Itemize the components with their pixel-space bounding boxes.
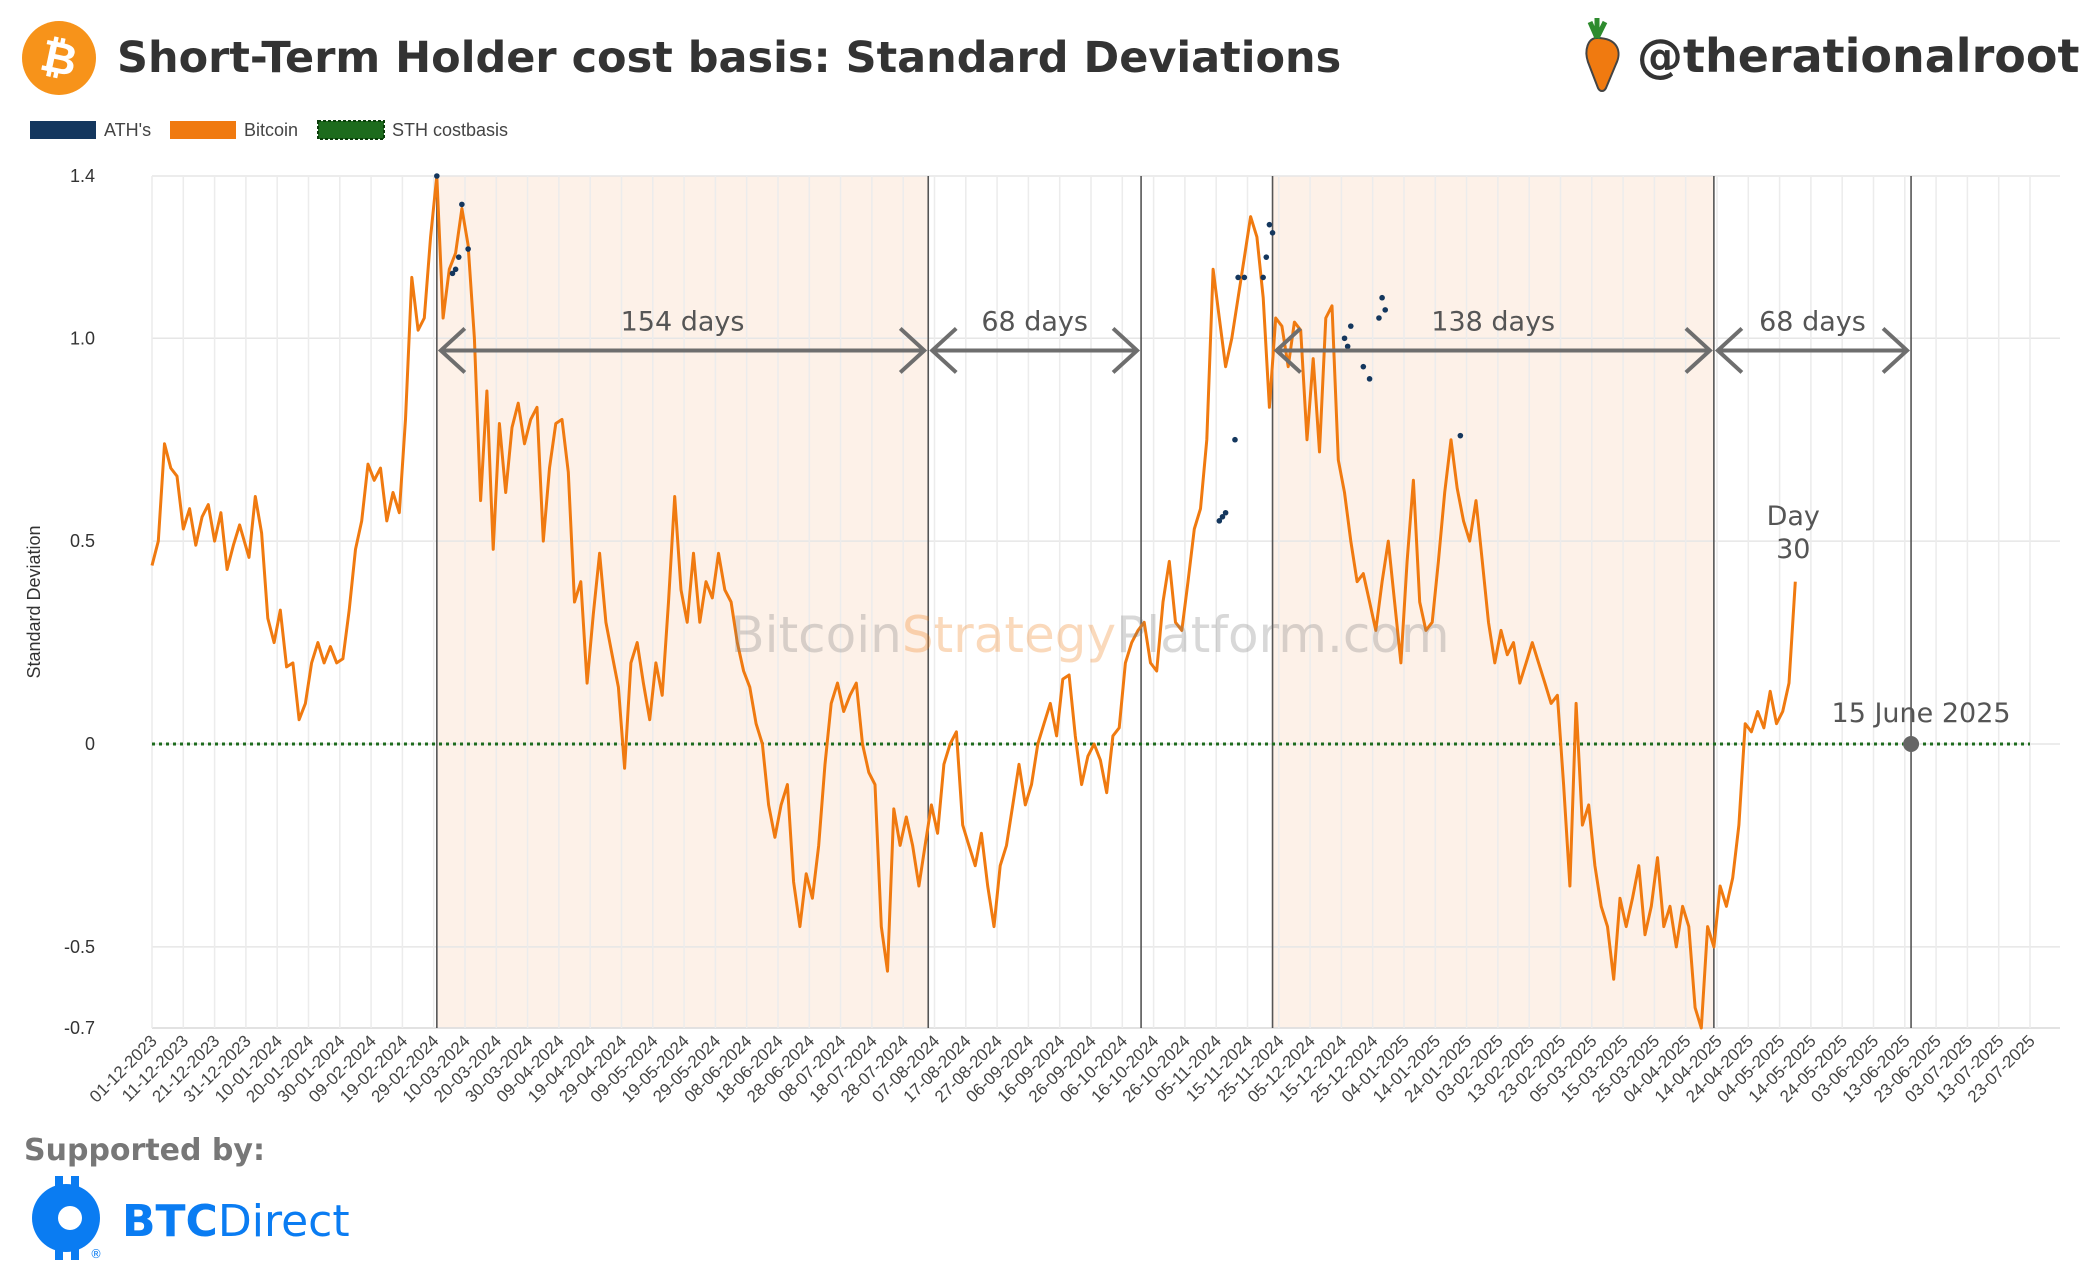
arrow-head-left — [1273, 326, 1302, 374]
chart-title: Short-Term Holder cost basis: Standard D… — [117, 33, 1341, 83]
ath-point — [1379, 294, 1385, 301]
ath-point — [459, 201, 465, 208]
y-tick-label: -0.7 — [64, 1018, 95, 1038]
legend-swatch-bitcoin — [170, 121, 236, 139]
arrow-head-left — [437, 326, 467, 374]
ath-point — [1457, 432, 1464, 439]
target-marker — [1903, 736, 1920, 752]
ath-point — [1376, 315, 1382, 321]
arrow-head-right — [1111, 326, 1141, 374]
bitcoin-logo-icon: ₿ — [22, 21, 96, 95]
btcdirect-logo-text: BTCDirect — [122, 1196, 350, 1247]
plot-area: 1.41.00.50-0.5-0.701-12-202311-12-202321… — [24, 166, 2060, 1106]
ath-point — [1344, 343, 1351, 350]
y-tick-label: 1.0 — [70, 328, 95, 348]
ath-point — [1235, 274, 1241, 281]
ath-point — [434, 173, 440, 179]
y-tick-label: 0.5 — [70, 531, 95, 551]
shaded-region — [1272, 176, 1714, 1028]
duration-annotation: 68 days — [1714, 306, 1911, 374]
arrow-head-right — [898, 326, 928, 374]
ath-point — [1269, 230, 1276, 236]
day-count-label: 30 — [1776, 534, 1810, 565]
arrow-head-right — [1881, 326, 1911, 374]
ath-point — [465, 246, 471, 252]
ath-point — [1260, 274, 1266, 281]
ath-point — [452, 266, 459, 273]
author-handle: @therationalroot — [1637, 29, 2079, 83]
target-date-label: 15 June 2025 — [1832, 698, 2011, 729]
ath-point — [1366, 376, 1373, 382]
legend: ATH's Bitcoin STH costbasis — [30, 120, 508, 140]
legend-label-ath: ATH's — [104, 120, 151, 140]
y-tick-label: -0.5 — [64, 937, 95, 957]
ath-point — [1360, 363, 1367, 370]
duration-annotation: 68 days — [929, 306, 1141, 374]
ath-point — [1347, 323, 1354, 329]
ath-point — [449, 270, 456, 277]
y-tick-label: 0 — [85, 734, 95, 754]
legend-swatch-ath — [30, 121, 96, 139]
bitcoin-line — [150, 174, 1797, 1030]
ath-point — [455, 254, 462, 260]
ath-point — [1241, 274, 1248, 281]
arrow-head-left — [1714, 326, 1744, 374]
y-tick-label: 1.4 — [70, 166, 95, 186]
duration-label: 154 days — [621, 306, 745, 337]
ath-point — [1263, 254, 1270, 260]
legend-label-bitcoin: Bitcoin — [244, 120, 298, 140]
carrot-icon — [1585, 18, 1620, 92]
duration-label: 68 days — [1759, 306, 1866, 337]
ath-point — [1219, 514, 1226, 520]
btcdirect-logo-icon: ® — [32, 1176, 102, 1261]
duration-annotation: 138 days — [1273, 306, 1713, 374]
supported-by-label: Supported by: — [24, 1133, 265, 1168]
ath-point — [1266, 221, 1273, 228]
btcdirect-logo: ® BTCDirect — [32, 1176, 350, 1261]
ath-point — [1341, 335, 1348, 342]
header: ₿ Short-Term Holder cost basis: Standard… — [22, 18, 2079, 95]
ath-point — [1232, 436, 1238, 443]
legend-label-sth: STH costbasis — [392, 120, 508, 140]
y-axis-label: Standard Deviation — [24, 525, 44, 678]
duration-label: 68 days — [981, 306, 1088, 337]
arrow-head-left — [929, 326, 958, 374]
ath-point — [1222, 509, 1229, 516]
duration-annotation: 154 days — [437, 306, 928, 374]
ath-point — [1382, 307, 1389, 313]
ath-point — [1216, 518, 1223, 524]
duration-label: 138 days — [1431, 306, 1555, 337]
day-label: Day — [1767, 501, 1820, 532]
legend-swatch-sth — [317, 120, 385, 140]
watermark: BitcoinStrategyPlatform.com — [730, 606, 1449, 664]
arrow-head-right — [1684, 326, 1713, 374]
svg-text:®: ® — [90, 1247, 102, 1261]
